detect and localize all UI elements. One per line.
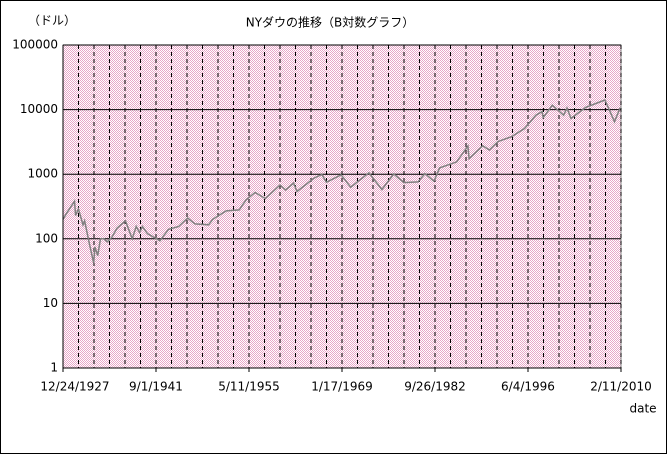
- x-axis-label: date: [629, 402, 656, 416]
- y-tick-label: 1000: [27, 167, 58, 181]
- y-tick-label: 100: [35, 231, 58, 245]
- x-tick-label: 1/17/1969: [311, 380, 373, 394]
- x-tick-label: 12/24/1927: [40, 380, 109, 394]
- x-tick-label: 2/11/2010: [590, 380, 652, 394]
- y-tick-label: 10000: [20, 102, 58, 116]
- y-axis-label: （ドル）: [28, 14, 76, 28]
- y-tick-label: 10: [43, 296, 58, 310]
- x-tick-label: 9/26/1982: [404, 380, 466, 394]
- x-tick-label: 5/11/1955: [218, 380, 280, 394]
- series-line: [62, 99, 621, 264]
- x-tick-label: 6/4/1996: [501, 380, 555, 394]
- chart-title: NYダウの推移（B対数グラフ）: [246, 15, 415, 30]
- y-tick-label: 1: [50, 361, 58, 375]
- y-tick-label: 100000: [12, 38, 58, 52]
- x-tick-label: 9/1/1941: [129, 380, 183, 394]
